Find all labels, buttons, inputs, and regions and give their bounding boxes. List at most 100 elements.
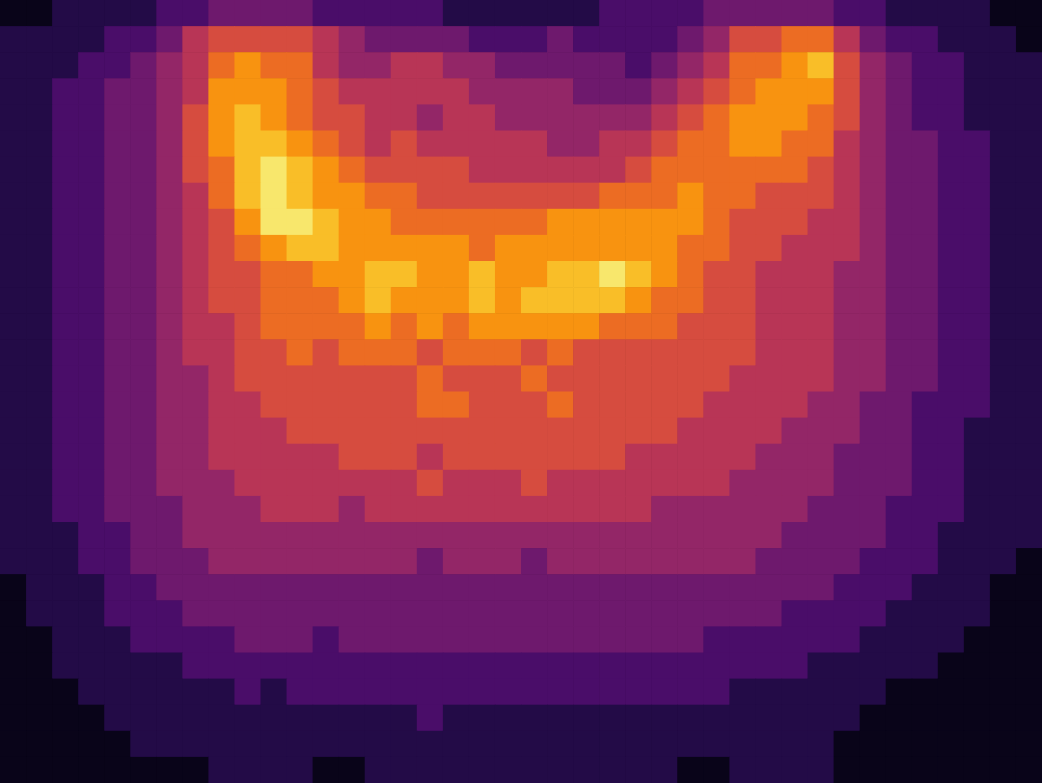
heat-cell — [261, 235, 288, 262]
heat-cell — [469, 287, 496, 314]
heat-cell — [755, 261, 782, 288]
heat-cell — [834, 679, 861, 706]
heat-cell — [755, 157, 782, 184]
heat-cell — [234, 444, 261, 471]
heat-cell — [443, 261, 470, 288]
heat-cell — [625, 78, 652, 105]
heat-cell — [703, 392, 730, 419]
heat-cell — [78, 78, 105, 105]
heat-cell — [495, 287, 522, 314]
heat-cell — [234, 78, 261, 105]
heat-cell — [234, 574, 261, 601]
heat-cell — [0, 574, 27, 601]
heat-cell — [521, 261, 548, 288]
heat-cell — [234, 209, 261, 236]
heat-cell — [808, 548, 835, 575]
heat-cell — [625, 705, 652, 732]
heat-cell — [313, 574, 340, 601]
heat-cell — [0, 653, 27, 680]
heat-cell — [287, 365, 314, 392]
heat-cell — [208, 235, 235, 262]
heat-cell — [782, 653, 809, 680]
heat-cell — [339, 731, 366, 758]
heat-cell — [417, 209, 444, 236]
heat-cell — [573, 470, 600, 497]
heat-cell — [391, 131, 418, 158]
heat-cell — [964, 496, 991, 523]
heat-cell — [26, 183, 53, 210]
heat-cell — [886, 183, 913, 210]
heat-cell — [495, 522, 522, 549]
heat-cell — [1016, 600, 1042, 627]
heat-cell — [651, 705, 678, 732]
heat-cell — [78, 418, 105, 445]
heat-cell — [834, 0, 861, 27]
heat-cell — [156, 470, 183, 497]
heat-cell — [469, 548, 496, 575]
heat-cell — [469, 392, 496, 419]
heat-cell — [391, 653, 418, 680]
heat-cell — [26, 235, 53, 262]
heat-cell — [521, 157, 548, 184]
heat-cell — [912, 574, 939, 601]
heat-cell — [182, 157, 209, 184]
heat-cell — [417, 574, 444, 601]
heat-cell — [261, 444, 288, 471]
heat-cell — [547, 548, 574, 575]
heat-cell — [834, 235, 861, 262]
heat-cell — [261, 26, 288, 53]
heat-cell — [912, 313, 939, 340]
heat-cell — [834, 52, 861, 79]
heat-cell — [912, 104, 939, 131]
heat-cell — [599, 522, 626, 549]
heat-cell — [287, 757, 314, 783]
heat-cell — [625, 183, 652, 210]
heat-cell — [886, 209, 913, 236]
heat-cell — [886, 52, 913, 79]
heat-cell — [990, 496, 1017, 523]
heat-cell — [860, 522, 887, 549]
heat-cell — [1016, 313, 1042, 340]
heat-cell — [521, 679, 548, 706]
heat-cell — [443, 287, 470, 314]
heat-cell — [365, 600, 392, 627]
heat-cell — [417, 339, 444, 366]
heat-cell — [365, 365, 392, 392]
heat-cell — [521, 104, 548, 131]
heat-cell — [782, 183, 809, 210]
heat-cell — [313, 731, 340, 758]
heat-cell — [808, 157, 835, 184]
heat-cell — [0, 339, 27, 366]
heat-cell — [313, 653, 340, 680]
heat-cell — [521, 418, 548, 445]
heat-cell — [1016, 52, 1042, 79]
heat-cell — [156, 131, 183, 158]
heat-cell — [52, 392, 79, 419]
heat-cell — [521, 52, 548, 79]
heat-cell — [521, 470, 548, 497]
heat-cell — [417, 444, 444, 471]
heat-cell — [365, 261, 392, 288]
heat-cell — [26, 392, 53, 419]
heat-cell — [78, 548, 105, 575]
heat-cell — [130, 600, 157, 627]
heat-cell — [52, 522, 79, 549]
heat-cell — [1016, 653, 1042, 680]
heat-cell — [104, 574, 131, 601]
heat-cell — [469, 757, 496, 783]
heat-cell — [130, 392, 157, 419]
heat-cell — [391, 496, 418, 523]
heat-cell — [443, 235, 470, 262]
heat-cell — [52, 0, 79, 27]
heat-cell — [26, 679, 53, 706]
heat-cell — [182, 600, 209, 627]
heat-cell — [313, 157, 340, 184]
heat-cell — [521, 235, 548, 262]
heat-cell — [443, 600, 470, 627]
heat-cell — [391, 470, 418, 497]
heat-cell — [391, 626, 418, 653]
heat-cell — [26, 470, 53, 497]
heat-cell — [182, 757, 209, 783]
heat-cell — [130, 131, 157, 158]
heat-cell — [208, 131, 235, 158]
